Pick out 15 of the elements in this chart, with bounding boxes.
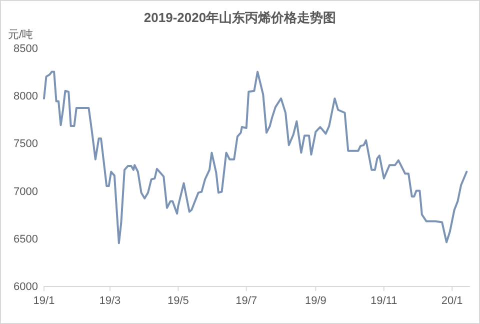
x-tick-label: 19/3 [99, 295, 121, 307]
x-tick-label: 19/7 [236, 295, 258, 307]
chart-title: 2019-2020年山东丙烯价格走势图 [144, 10, 336, 25]
x-tick-label: 20/1 [441, 295, 463, 307]
x-tick-label: 19/9 [304, 295, 326, 307]
x-tick-label: 19/11 [370, 295, 398, 307]
y-tick-label: 6000 [14, 281, 38, 293]
y-tick-label: 8500 [14, 43, 38, 55]
x-tick-label: 19/5 [167, 295, 189, 307]
y-tick-label: 7000 [14, 186, 38, 198]
y-axis-title: 元/吨 [8, 28, 34, 41]
y-tick-label: 8000 [14, 90, 38, 103]
x-tick-label: 19/1 [33, 295, 55, 307]
y-tick-label: 7500 [14, 138, 38, 150]
y-tick-label: 6500 [14, 233, 38, 246]
